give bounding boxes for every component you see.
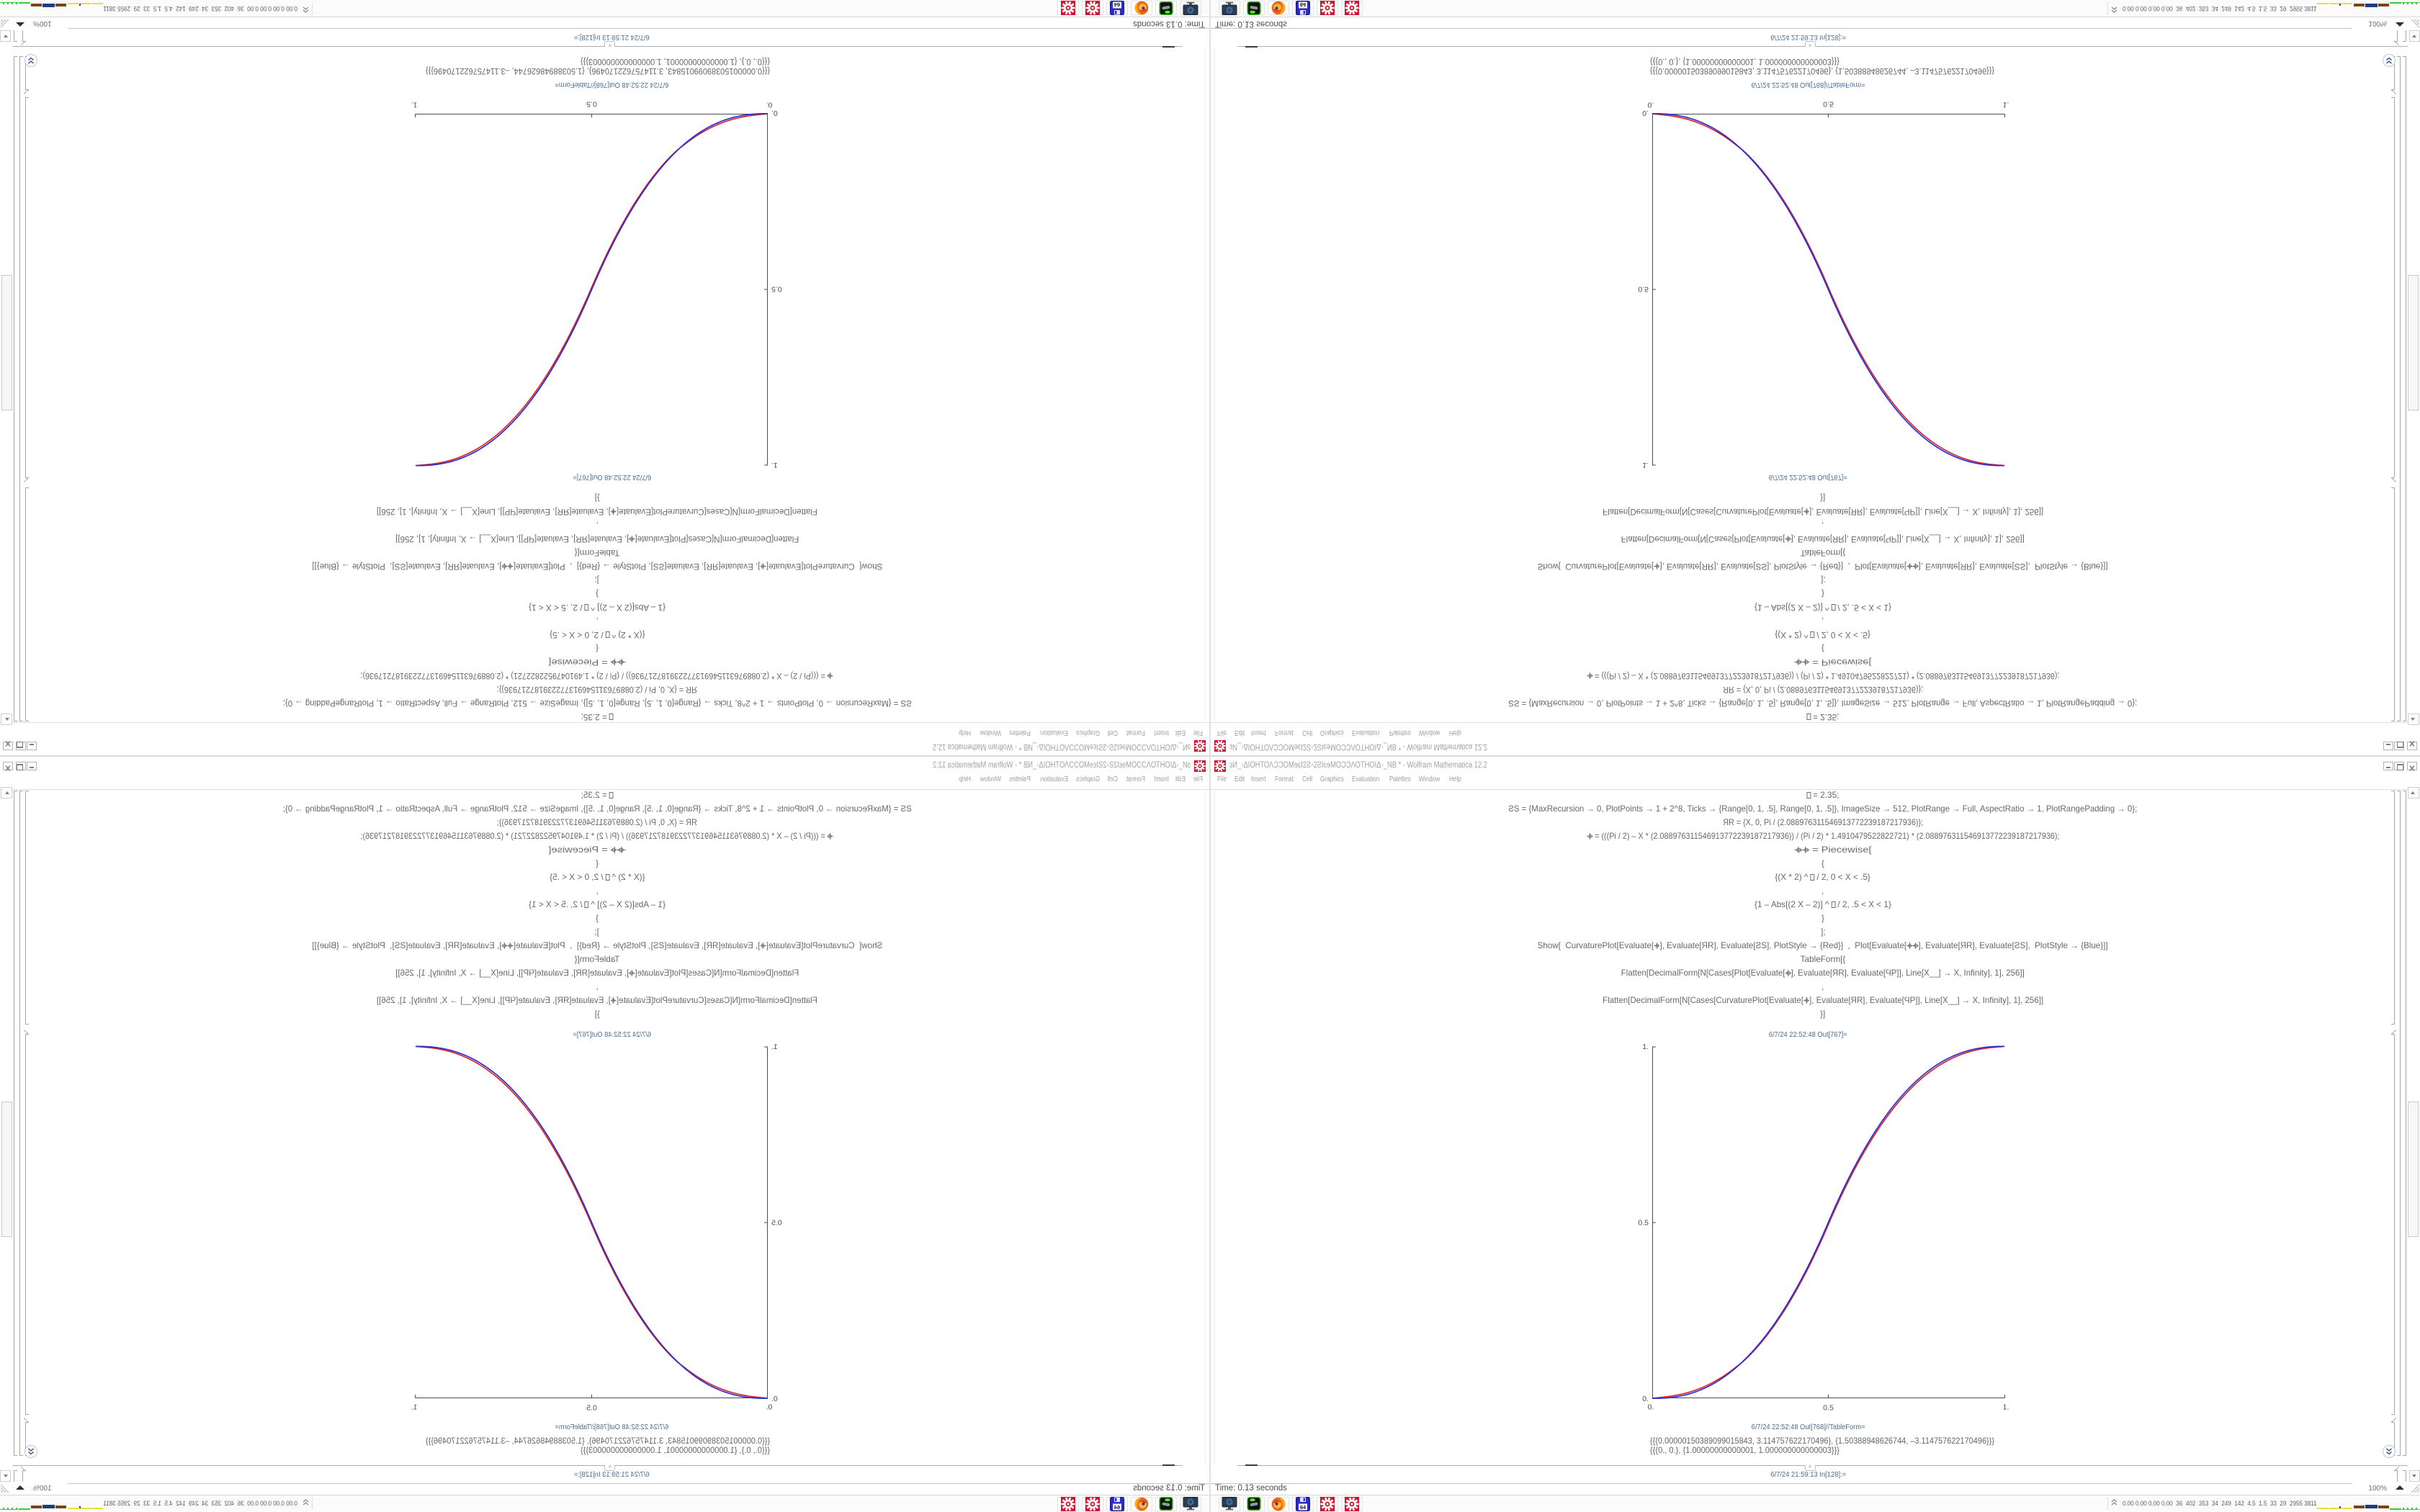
- svg-text:0.: 0.: [1648, 1403, 1654, 1412]
- svg-text:0.5: 0.5: [1823, 1404, 1834, 1413]
- svg-text:64: 64: [1300, 1, 1307, 8]
- svg-text:0.5: 0.5: [586, 1404, 597, 1413]
- svg-text:0.: 0.: [766, 1403, 773, 1412]
- svg-text:0.5: 0.5: [1823, 100, 1834, 109]
- svg-text:0.: 0.: [766, 101, 773, 109]
- svg-text:1.: 1.: [771, 1043, 778, 1051]
- svg-text:64: 64: [1113, 1, 1120, 8]
- svg-text:0.5: 0.5: [586, 100, 597, 109]
- svg-text:64: 64: [1113, 1504, 1120, 1511]
- svg-text:1.: 1.: [1642, 461, 1649, 469]
- svg-text:1.: 1.: [411, 101, 418, 109]
- svg-text:0.5: 0.5: [1638, 285, 1649, 294]
- svg-text:0.: 0.: [1648, 101, 1654, 109]
- svg-text:64: 64: [1300, 1504, 1307, 1511]
- svg-text:0.: 0.: [771, 1395, 778, 1403]
- svg-text:1.: 1.: [2003, 101, 2009, 109]
- svg-text:1.: 1.: [2003, 1403, 2009, 1412]
- svg-text:0.5: 0.5: [771, 1218, 782, 1227]
- svg-text:1.: 1.: [1642, 1043, 1649, 1051]
- svg-text:0.: 0.: [1642, 1395, 1649, 1403]
- svg-text:1.: 1.: [771, 461, 778, 469]
- svg-text:0.5: 0.5: [1638, 1218, 1649, 1227]
- svg-text:1.: 1.: [411, 1403, 418, 1412]
- svg-text:0.5: 0.5: [771, 285, 782, 294]
- svg-text:0.: 0.: [1642, 109, 1649, 117]
- svg-text:0.: 0.: [771, 109, 778, 117]
